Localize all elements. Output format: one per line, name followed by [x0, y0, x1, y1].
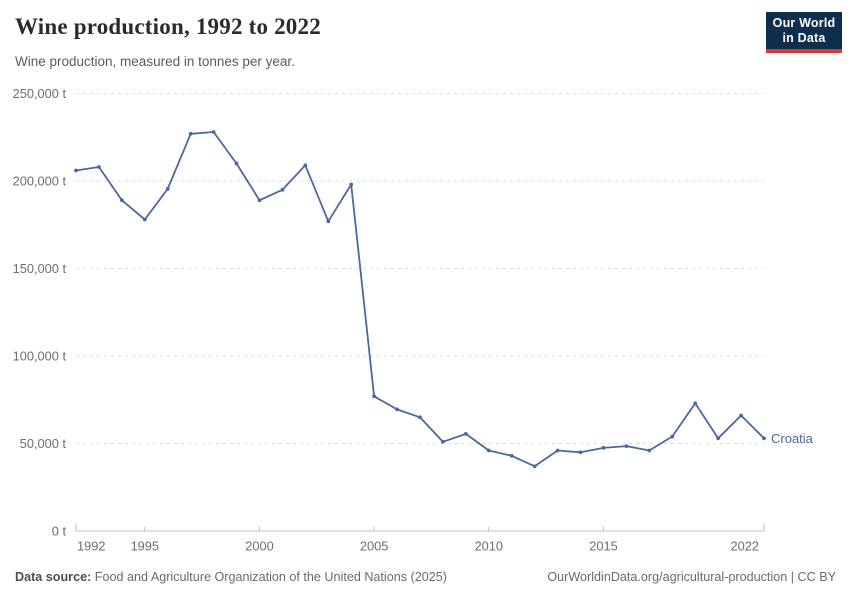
data-point: [211, 130, 216, 134]
data-point: [647, 448, 652, 453]
data-source-text: Food and Agriculture Organization of the…: [94, 570, 447, 584]
data-point: [624, 444, 629, 448]
x-axis-tick-label: 2022: [731, 539, 759, 554]
data-point: [280, 187, 285, 192]
data-point: [165, 187, 170, 191]
y-axis-tick-label: 250,000 t: [13, 86, 67, 101]
chart-subtitle: Wine production, measured in tonnes per …: [15, 54, 295, 69]
x-axis-tick-label: 2015: [589, 539, 617, 554]
y-axis-tick-label: 0 t: [52, 524, 67, 539]
data-point: [303, 163, 308, 168]
data-point: [578, 450, 583, 455]
data-point: [762, 436, 766, 441]
data-point: [693, 401, 698, 406]
data-point: [257, 198, 262, 203]
y-axis-tick-label: 50,000 t: [20, 436, 67, 451]
data-point: [74, 168, 78, 173]
data-point: [464, 432, 468, 436]
owid-logo-line1: Our World: [772, 16, 836, 30]
x-axis-tick-label: 2000: [245, 539, 273, 554]
data-point: [739, 413, 743, 418]
series-entity-label: Croatia: [771, 431, 814, 446]
page-title: Wine production, 1992 to 2022: [15, 14, 321, 39]
data-point: [670, 434, 675, 439]
x-axis-tick-label: 2010: [475, 539, 503, 554]
chart-footer: Data source: Food and Agriculture Organi…: [15, 569, 836, 585]
y-axis-tick-label: 200,000 t: [13, 174, 67, 189]
data-source-label: Data source:: [15, 570, 92, 584]
data-point: [349, 182, 354, 187]
y-axis-tick-label: 150,000 t: [13, 261, 67, 276]
data-point: [188, 131, 193, 136]
data-point: [97, 165, 101, 169]
data-point: [532, 464, 537, 469]
data-point: [326, 219, 331, 224]
x-axis-tick-label: 2005: [360, 539, 388, 554]
data-point: [441, 439, 445, 444]
data-point: [716, 436, 720, 441]
data-point: [120, 198, 124, 203]
x-axis-tick-label: 1995: [131, 539, 159, 554]
data-source: Data source: Food and Agriculture Organi…: [15, 569, 447, 585]
data-point: [509, 453, 514, 458]
credit-link[interactable]: OurWorldinData.org/agricultural-producti…: [547, 570, 836, 584]
x-axis-tick-label: 1992: [77, 539, 105, 554]
y-axis-tick-label: 100,000 t: [13, 349, 67, 364]
data-point: [418, 415, 422, 420]
data-point: [486, 448, 491, 453]
data-point: [142, 217, 147, 222]
data-point: [601, 446, 606, 450]
owid-logo-line2: in Data: [782, 31, 826, 45]
data-point: [234, 161, 239, 166]
data-point: [555, 448, 560, 453]
data-point: [395, 407, 399, 412]
owid-logo: Our World in Data: [766, 12, 842, 53]
data-point: [372, 394, 376, 399]
